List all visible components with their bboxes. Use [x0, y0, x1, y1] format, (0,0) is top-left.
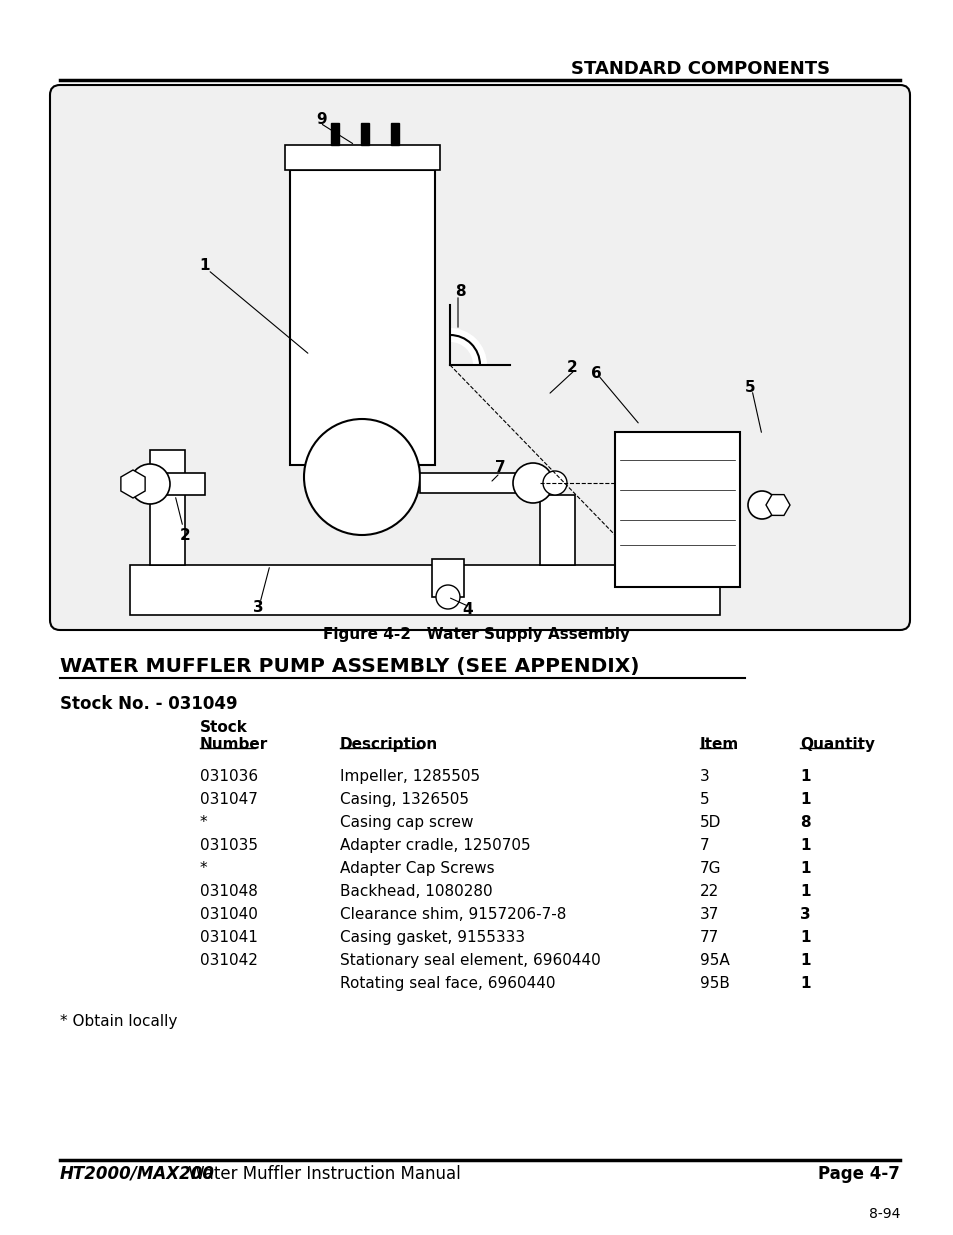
Text: 1: 1: [800, 839, 810, 853]
Text: Stock No. - 031049: Stock No. - 031049: [60, 695, 237, 713]
Text: Adapter Cap Screws: Adapter Cap Screws: [339, 861, 494, 876]
Text: 77: 77: [700, 930, 719, 945]
Text: 1: 1: [800, 769, 810, 784]
Text: 031036: 031036: [200, 769, 258, 784]
Text: 031047: 031047: [200, 792, 257, 806]
Text: 1: 1: [800, 930, 810, 945]
Text: Adapter cradle, 1250705: Adapter cradle, 1250705: [339, 839, 530, 853]
Text: 7G: 7G: [700, 861, 720, 876]
Text: Number: Number: [200, 737, 268, 752]
Text: Description: Description: [339, 737, 437, 752]
Text: Rotating seal face, 6960440: Rotating seal face, 6960440: [339, 976, 555, 990]
Circle shape: [130, 464, 170, 504]
Text: Quantity: Quantity: [800, 737, 874, 752]
Text: Figure 4-2   Water Supply Assembly: Figure 4-2 Water Supply Assembly: [323, 627, 630, 642]
Text: 95A: 95A: [700, 953, 729, 968]
Text: Water Muffler Instruction Manual: Water Muffler Instruction Manual: [183, 1165, 460, 1183]
Text: 5D: 5D: [700, 815, 720, 830]
Text: 2: 2: [179, 527, 191, 542]
Bar: [154, 473, 205, 495]
Text: 031035: 031035: [200, 839, 257, 853]
Text: * Obtain locally: * Obtain locally: [60, 1014, 177, 1029]
Circle shape: [747, 492, 775, 519]
Text: *: *: [200, 861, 208, 876]
Bar: [360, 124, 369, 144]
Bar: [150, 450, 185, 564]
Text: 8: 8: [800, 815, 810, 830]
Text: WATER MUFFLER PUMP ASSEMBLY (SEE APPENDIX): WATER MUFFLER PUMP ASSEMBLY (SEE APPENDI…: [60, 657, 639, 676]
FancyBboxPatch shape: [50, 85, 909, 630]
Text: Impeller, 1285505: Impeller, 1285505: [339, 769, 479, 784]
Bar: [391, 124, 398, 144]
Text: 1: 1: [800, 976, 810, 990]
Text: Casing cap screw: Casing cap screw: [339, 815, 473, 830]
Text: STANDARD COMPONENTS: STANDARD COMPONENTS: [570, 61, 829, 78]
Text: 031041: 031041: [200, 930, 257, 945]
Text: 1: 1: [199, 258, 210, 273]
Text: 031048: 031048: [200, 884, 257, 899]
Text: Stationary seal element, 6960440: Stationary seal element, 6960440: [339, 953, 600, 968]
Circle shape: [304, 419, 419, 535]
Text: 8-94: 8-94: [868, 1207, 899, 1221]
Text: Stock: Stock: [200, 720, 248, 735]
Text: 6: 6: [590, 366, 600, 380]
Bar: [290, 170, 435, 466]
Text: 5: 5: [700, 792, 709, 806]
Text: 1: 1: [800, 953, 810, 968]
Text: *: *: [200, 815, 208, 830]
Text: Backhead, 1080280: Backhead, 1080280: [339, 884, 492, 899]
Text: 1: 1: [800, 861, 810, 876]
Bar: [419, 473, 519, 493]
Text: 031040: 031040: [200, 906, 257, 923]
Text: 3: 3: [253, 599, 263, 615]
Bar: [130, 564, 720, 615]
Text: 22: 22: [700, 884, 719, 899]
Circle shape: [436, 585, 459, 609]
Text: 7: 7: [495, 459, 505, 474]
Bar: [285, 144, 439, 170]
Text: 9: 9: [316, 112, 327, 127]
Text: 4: 4: [462, 603, 473, 618]
Text: Page 4-7: Page 4-7: [818, 1165, 899, 1183]
Bar: [615, 432, 740, 587]
Text: 8: 8: [455, 284, 465, 300]
Bar: [331, 124, 338, 144]
Text: 1: 1: [800, 792, 810, 806]
Text: Casing gasket, 9155333: Casing gasket, 9155333: [339, 930, 524, 945]
Text: 2: 2: [566, 359, 577, 374]
Circle shape: [542, 471, 566, 495]
Text: HT2000/MAX200: HT2000/MAX200: [60, 1165, 214, 1183]
Circle shape: [513, 463, 553, 503]
Bar: [539, 495, 575, 564]
Text: Clearance shim, 9157206-7-8: Clearance shim, 9157206-7-8: [339, 906, 566, 923]
Text: Casing, 1326505: Casing, 1326505: [339, 792, 469, 806]
Text: 3: 3: [800, 906, 810, 923]
Text: 37: 37: [700, 906, 719, 923]
Text: Item: Item: [700, 737, 739, 752]
Text: 031042: 031042: [200, 953, 257, 968]
Text: 7: 7: [700, 839, 709, 853]
Text: 95B: 95B: [700, 976, 729, 990]
Text: 5: 5: [744, 379, 755, 394]
Text: 3: 3: [700, 769, 709, 784]
Text: 1: 1: [800, 884, 810, 899]
Bar: [432, 559, 463, 597]
